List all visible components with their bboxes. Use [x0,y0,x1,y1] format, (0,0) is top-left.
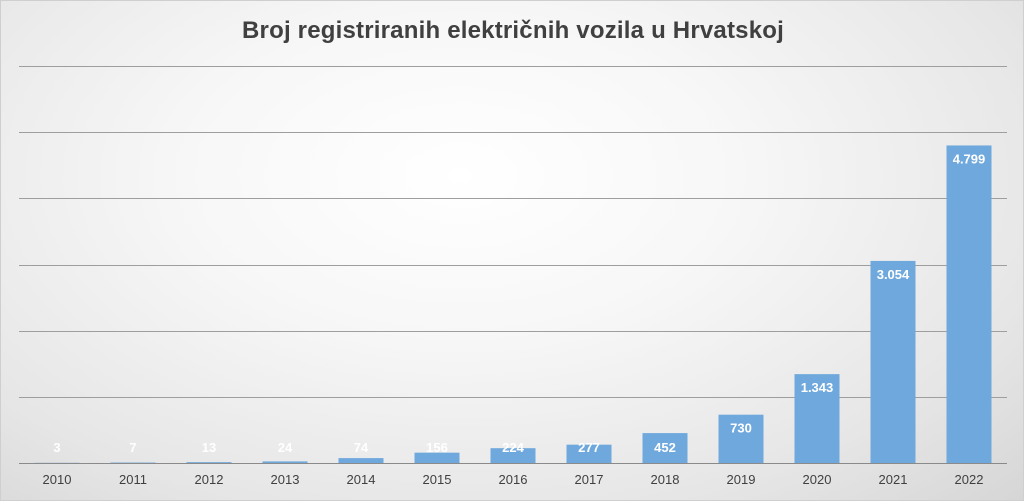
data-label-2020: 1.343 [801,380,834,395]
bar-2014 [339,458,384,463]
x-axis-ticks: 2010 2011 2012 2013 2014 2015 2016 2017 2018 2019… [43,472,984,487]
data-label-2013: 24 [278,440,293,455]
x-tick-2011: 2011 [119,472,147,487]
x-tick-2012: 2012 [195,472,224,487]
data-label-2018: 452 [654,440,676,455]
bar-2021 [871,261,916,463]
x-tick-2016: 2016 [499,472,528,487]
x-tick-2021: 2021 [879,472,908,487]
x-tick-2019: 2019 [727,472,756,487]
bars [35,145,992,463]
x-tick-2015: 2015 [423,472,452,487]
data-labels: 3 7 13 24 74 156 224 277 452 730 1.343 3.054 4.799 [53,151,985,455]
x-tick-2014: 2014 [347,472,376,487]
x-tick-2018: 2018 [651,472,680,487]
data-label-2012: 13 [202,440,216,455]
data-label-2014: 74 [354,440,369,455]
data-label-2015: 156 [426,440,448,455]
data-label-2021: 3.054 [877,267,910,282]
x-tick-2013: 2013 [271,472,300,487]
x-tick-2022: 2022 [955,472,984,487]
data-label-2016: 224 [502,440,524,455]
data-label-2010: 3 [53,440,60,455]
data-label-2017: 277 [578,440,600,455]
data-label-2019: 730 [730,421,752,436]
data-label-2011: 7 [129,440,136,455]
data-label-2022: 4.799 [953,151,986,166]
bar-2013 [263,461,308,463]
x-tick-2017: 2017 [575,472,604,487]
bar-2022 [947,145,992,463]
x-tick-2020: 2020 [803,472,832,487]
bar-2012 [187,462,232,463]
x-tick-2010: 2010 [43,472,72,487]
gridlines [19,67,1007,464]
